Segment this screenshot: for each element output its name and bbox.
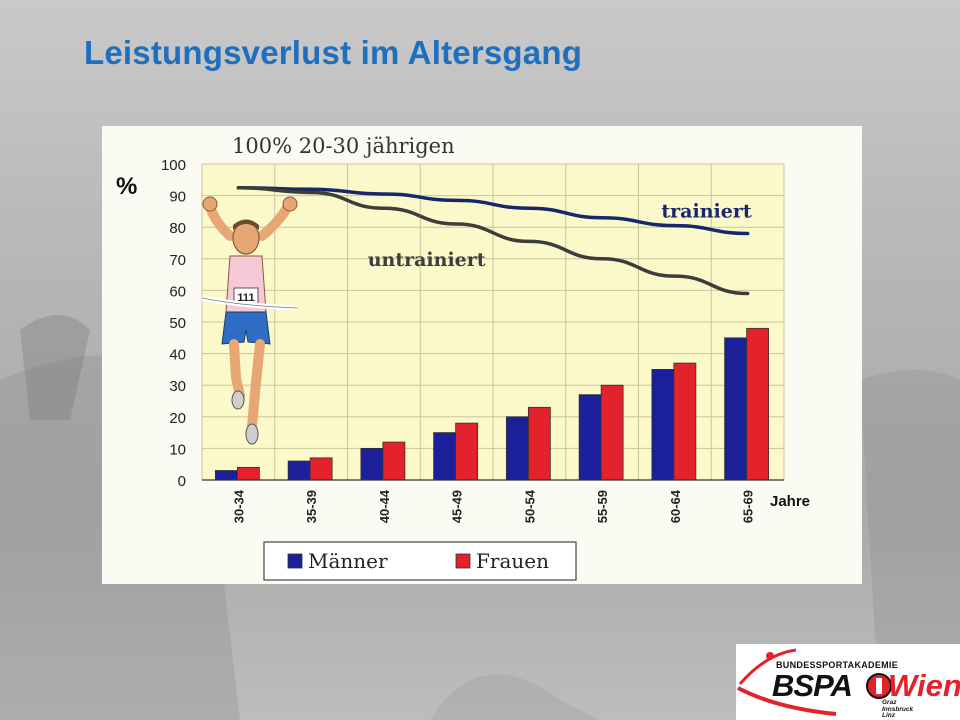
bar-männer <box>724 337 748 481</box>
bar-frauen <box>455 422 479 481</box>
y-tick-label: 60 <box>169 283 186 300</box>
trend-lines: trainiert untrainiert <box>236 185 752 296</box>
logo-main-text: BSPA <box>772 668 853 703</box>
trend-line-label: untrainiert <box>368 249 486 271</box>
bar-männer <box>578 394 602 481</box>
x-tick-label: 35-39 <box>304 490 319 523</box>
x-tick-label: 30-34 <box>231 489 246 523</box>
bar-frauen <box>236 466 260 481</box>
y-axis-label: % <box>116 173 137 200</box>
trend-line-trainiert <box>236 185 750 236</box>
bspa-logo: BUNDESSPORTAKADEMIE BSPA Wien Graz Innsb… <box>736 644 960 720</box>
y-tick-label: 50 <box>169 315 186 332</box>
legend-label: Frauen <box>476 549 549 573</box>
y-tick-label: 20 <box>169 410 186 427</box>
y-tick-label: 90 <box>169 189 186 206</box>
bar-line-chart: trainiert untrainiert 111 0 10 <box>116 134 810 581</box>
bar-frauen <box>746 327 770 481</box>
crest-icon <box>866 673 892 699</box>
y-tick-label: 100 <box>161 157 186 174</box>
y-tick-label: 70 <box>169 252 186 269</box>
chart-panel: trainiert untrainiert 111 0 10 <box>102 126 862 584</box>
bar-frauen <box>527 406 551 481</box>
y-tick-label: 0 <box>178 473 186 490</box>
chart-title: 100% 20-30 jährigen <box>232 134 455 158</box>
legend-label: Männer <box>308 549 388 573</box>
x-tick-label: 55-59 <box>595 490 610 523</box>
logo-top-text: BUNDESSPORTAKADEMIE <box>776 660 899 670</box>
legend: Männer Frauen <box>263 541 577 581</box>
y-tick-label: 10 <box>169 441 186 458</box>
bar-männer <box>651 368 675 481</box>
logo-subcity: Linz <box>882 712 895 719</box>
logo-swoosh-icon <box>737 648 837 716</box>
svg-text:111: 111 <box>237 292 254 304</box>
bar-frauen <box>600 384 624 481</box>
y-tick-label: 40 <box>169 347 186 364</box>
bar-frauen <box>309 457 333 481</box>
logo-subcity: Innsbruck <box>882 705 914 713</box>
x-axis-label: Jahre <box>770 493 810 510</box>
y-tick-label: 80 <box>169 220 186 237</box>
y-tick-label: 30 <box>169 378 186 395</box>
legend-swatch <box>287 553 303 569</box>
trend-line-untrainiert <box>236 185 750 296</box>
logo-city-text: Wien <box>888 668 960 703</box>
x-tick-label: 50-54 <box>522 489 537 523</box>
bar-frauen <box>673 362 697 481</box>
bars <box>214 327 770 481</box>
bar-frauen <box>382 441 406 481</box>
logo-subcities: Graz Innsbruck Linz <box>882 699 914 720</box>
legend-box <box>263 541 577 581</box>
x-tick-label: 45-49 <box>450 490 465 523</box>
axes: 0 10 20 30 40 50 60 70 80 90 100 30-34 35-39 40-44 45-… <box>161 157 784 523</box>
bar-männer <box>287 460 311 481</box>
bar-männer <box>505 416 529 481</box>
legend-swatch <box>455 553 471 569</box>
slide-title: Leistungsverlust im Altersgang <box>84 34 583 71</box>
x-tick-label: 60-64 <box>668 489 683 523</box>
bar-männer <box>360 447 384 481</box>
runner-illustration: 111 <box>201 196 299 445</box>
bar-männer <box>433 432 457 481</box>
bar-männer <box>214 470 238 481</box>
x-tick-label: 40-44 <box>377 489 392 523</box>
x-tick-label: 65-69 <box>741 490 756 523</box>
logo-subcity: Graz <box>882 699 897 706</box>
trend-line-label: trainiert <box>661 201 751 223</box>
